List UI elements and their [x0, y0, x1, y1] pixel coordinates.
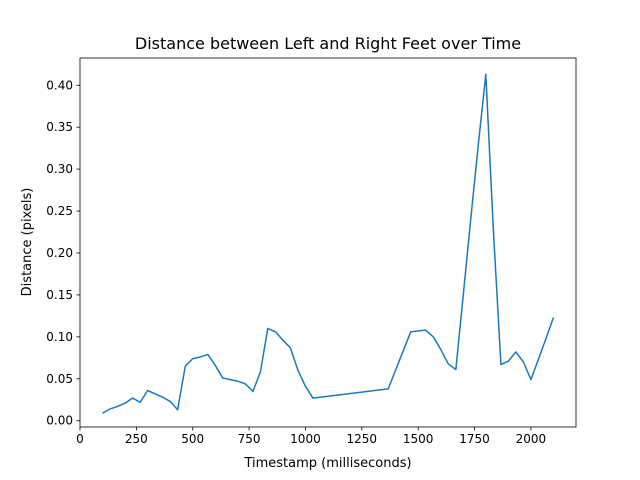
- plot-area: 0 250 500 750 1000 1250 1500 1750 2000 0.00 0.05 0.…: [46, 57, 577, 446]
- y-tick-label: 0.30: [46, 162, 73, 176]
- y-tick-label: 0.05: [46, 372, 73, 386]
- x-tick-label: 1250: [347, 432, 378, 446]
- x-tick-label: 1500: [403, 432, 434, 446]
- y-tick-label: 0.40: [46, 78, 73, 92]
- x-tick-label: 750: [238, 432, 261, 446]
- x-tick-label: 0: [76, 432, 84, 446]
- axes-frame: [79, 57, 577, 428]
- x-tick-label: 2000: [516, 432, 547, 446]
- x-tick-label: 1000: [290, 432, 321, 446]
- x-tick-label: 1750: [459, 432, 490, 446]
- series-line-0: [102, 73, 555, 414]
- y-tick-label: 0.10: [46, 330, 73, 344]
- chart-title: Distance between Left and Right Feet ove…: [135, 34, 521, 53]
- x-tick-label: 500: [181, 432, 204, 446]
- x-axis-label: Timestamp (milliseconds): [243, 456, 411, 471]
- y-tick-label: 0.25: [46, 204, 73, 218]
- x-tick-label: 250: [125, 432, 148, 446]
- y-axis-label: Distance (pixels): [20, 188, 35, 297]
- y-tick-label: 0.35: [46, 120, 73, 134]
- y-tick-label: 0.00: [46, 414, 73, 428]
- y-tick-label: 0.15: [46, 288, 73, 302]
- y-tick-label: 0.20: [46, 246, 73, 260]
